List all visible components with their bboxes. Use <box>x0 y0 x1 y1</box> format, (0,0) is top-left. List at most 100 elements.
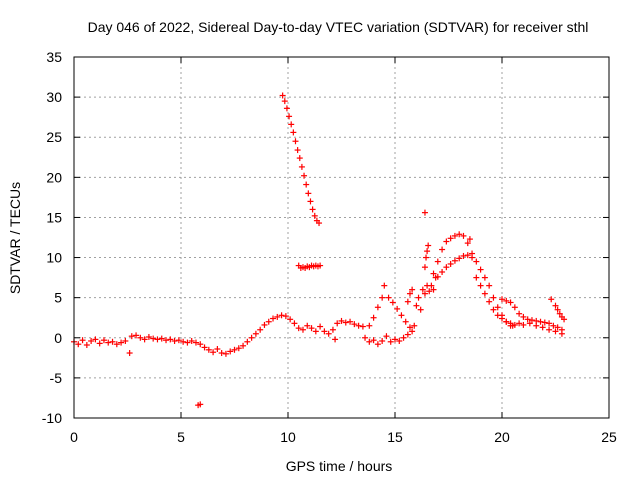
data-point <box>307 198 314 205</box>
data-point <box>456 231 463 238</box>
y-tick-label: -10 <box>42 410 62 426</box>
data-point <box>282 313 289 320</box>
data-point <box>430 270 437 277</box>
data-point <box>539 324 546 331</box>
data-point <box>425 242 432 249</box>
data-point <box>421 209 428 216</box>
data-point <box>486 282 493 289</box>
data-point <box>379 294 386 301</box>
data-point <box>312 328 319 335</box>
data-point <box>128 333 135 340</box>
data-point <box>278 312 285 319</box>
data-point <box>351 321 358 328</box>
data-point <box>421 264 428 271</box>
data-point <box>288 121 295 128</box>
data-point <box>473 274 480 281</box>
data-point <box>554 324 561 331</box>
data-point <box>240 342 247 349</box>
data-point <box>561 316 568 323</box>
data-point <box>291 320 298 327</box>
data-point <box>316 220 323 227</box>
data-point <box>270 315 277 322</box>
data-point <box>516 310 523 317</box>
data-point <box>192 339 199 346</box>
data-point <box>83 341 90 348</box>
data-point <box>334 320 341 327</box>
data-point <box>528 317 535 324</box>
y-tick-label: 35 <box>46 49 62 65</box>
data-point <box>456 255 463 262</box>
data-point <box>329 326 336 333</box>
data-point <box>109 338 116 345</box>
data-point <box>481 290 488 297</box>
data-point <box>279 92 286 99</box>
data-point <box>447 260 454 267</box>
data-point <box>222 350 229 357</box>
data-point <box>419 286 426 293</box>
data-point <box>261 321 268 328</box>
data-point <box>404 331 411 338</box>
data-point <box>477 266 484 273</box>
data-point <box>118 339 125 346</box>
data-point <box>546 320 553 327</box>
data-point <box>122 337 129 344</box>
data-point <box>415 294 422 301</box>
data-point <box>394 305 401 312</box>
data-point <box>490 306 497 313</box>
data-point <box>526 320 533 327</box>
data-point <box>332 336 339 343</box>
data-point <box>516 320 523 327</box>
data-point <box>556 310 563 317</box>
data-point <box>541 319 548 326</box>
data-point <box>434 258 441 265</box>
data-point <box>303 181 310 188</box>
data-point <box>317 262 324 269</box>
data-point <box>201 344 208 351</box>
data-point <box>426 288 433 295</box>
data-point <box>227 348 234 355</box>
data-point <box>347 318 354 325</box>
data-point <box>385 294 392 301</box>
data-point <box>205 346 212 353</box>
y-axis-label: SDTVAR / TECUs <box>7 182 23 294</box>
x-tick-label: 10 <box>280 429 296 445</box>
data-point <box>88 337 95 344</box>
data-point <box>321 328 328 335</box>
data-point <box>92 336 99 343</box>
data-point <box>381 282 388 289</box>
data-point <box>383 333 390 340</box>
y-tick-label: 0 <box>54 330 62 346</box>
data-point <box>400 334 407 341</box>
data-point <box>167 336 174 343</box>
data-point <box>231 346 238 353</box>
data-point <box>417 306 424 313</box>
data-point <box>550 322 557 329</box>
data-point <box>355 322 362 329</box>
data-point <box>451 257 458 264</box>
data-point <box>464 240 471 247</box>
data-point <box>171 337 178 344</box>
data-point <box>507 299 514 306</box>
data-point <box>311 212 318 219</box>
chart-title: Day 046 of 2022, Sidereal Day-to-day VTE… <box>88 19 589 35</box>
data-point <box>113 341 120 348</box>
data-point <box>406 324 413 331</box>
data-point <box>338 317 345 324</box>
data-point <box>163 337 170 344</box>
data-point <box>359 323 366 330</box>
data-point <box>511 304 518 311</box>
data-point <box>145 333 152 340</box>
data-point <box>439 246 446 253</box>
data-point <box>552 302 559 309</box>
data-point <box>283 105 290 112</box>
data-point <box>154 336 161 343</box>
data-point <box>387 338 394 345</box>
data-point <box>451 232 458 239</box>
data-point <box>443 238 450 245</box>
data-point <box>188 337 195 344</box>
y-tick-label: 25 <box>46 129 62 145</box>
data-point <box>197 401 204 408</box>
y-tick-label: 20 <box>46 169 62 185</box>
data-point <box>533 322 540 329</box>
